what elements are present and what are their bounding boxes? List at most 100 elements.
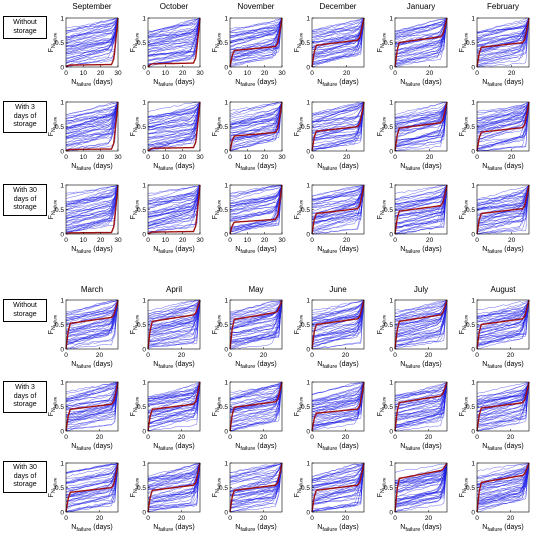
ensemble-curve	[476, 381, 530, 409]
ensemble-curve	[229, 381, 283, 400]
ensemble-curve	[229, 101, 283, 125]
x-tick-label: 10	[244, 154, 252, 161]
highlight-curve	[147, 17, 201, 68]
ensemble-curve	[147, 102, 201, 127]
ensemble-curve	[311, 381, 365, 424]
ensemble-curve	[65, 185, 119, 233]
ensemble-curve	[229, 184, 283, 201]
ensemble-curve	[229, 17, 283, 30]
ensemble-curve	[394, 299, 448, 312]
ensemble-curve	[394, 463, 448, 483]
ensemble-curve	[476, 381, 530, 423]
x-tick-label: 20	[179, 70, 187, 77]
ensemble-curve	[147, 463, 201, 509]
y-tick-label: 0	[60, 149, 64, 156]
ensemble-curve	[476, 102, 530, 129]
ensemble-curve	[311, 382, 365, 420]
ensemble-curve	[311, 101, 365, 134]
ensemble-curve	[394, 462, 448, 497]
ensemble-curve	[65, 184, 119, 206]
ensemble-curve	[311, 102, 365, 124]
ensemble-curve	[476, 101, 530, 120]
y-tick-label: 0.5	[55, 485, 64, 492]
ensemble-curve	[229, 18, 283, 42]
y-tick-label: 0.5	[137, 404, 146, 411]
y-tick-label: 0.5	[219, 40, 228, 47]
ensemble-curve	[229, 463, 283, 492]
subplot-january-row3: 0 0.5 1 0 20 Nfailure (days) FNfailure	[377, 183, 448, 255]
x-tick-label: 0	[475, 237, 479, 244]
highlight-curve	[394, 462, 448, 513]
ensemble-curve	[394, 17, 448, 60]
ensemble-curve	[476, 101, 530, 146]
ensemble-curve	[229, 299, 283, 346]
subplot-april-row3: 0 0.5 1 0 20 Nfailure (days) FNfailure	[130, 461, 201, 533]
ensemble-curve	[147, 462, 201, 482]
ensemble-curve	[65, 102, 119, 137]
subplot-august-row3: 0 0.5 1 0 20 Nfailure (days) FNfailure	[459, 461, 530, 533]
ensemble-curve	[394, 463, 448, 507]
y-tick-label: 0.5	[137, 485, 146, 492]
ensemble-curve	[65, 101, 119, 143]
ensemble-curve	[476, 18, 530, 41]
ensemble-curve	[229, 184, 283, 229]
ensemble-curve	[148, 17, 201, 55]
ensemble-curve	[311, 463, 365, 496]
ensemble-curve	[477, 101, 530, 147]
ensemble-curve	[229, 101, 283, 117]
x-axis-label: Nfailure (days)	[71, 246, 112, 255]
ensemble-curve	[65, 17, 119, 59]
ensemble-curve	[66, 102, 119, 129]
ensemble-curve	[147, 299, 201, 317]
ensemble-curve	[148, 299, 201, 340]
ensemble-curve	[147, 101, 201, 134]
y-tick-label: 0	[142, 510, 146, 517]
y-tick-label: 1	[306, 298, 310, 305]
ensemble-curve	[147, 17, 201, 45]
y-tick-label: 1	[142, 16, 146, 23]
y-tick-label: 0	[60, 347, 64, 354]
ensemble-curve	[394, 463, 448, 500]
ensemble-curve	[147, 463, 201, 512]
x-axis-label: Nfailure (days)	[317, 524, 358, 533]
ensemble-curve	[476, 18, 530, 46]
subplot-february-row3: 0 0.5 1 0 20 Nfailure (days) FNfailure	[459, 183, 530, 255]
x-tick-label: 10	[162, 237, 170, 244]
ensemble-curve	[65, 463, 119, 512]
month-title: January	[407, 2, 435, 11]
y-tick-label: 0	[142, 429, 146, 436]
ensemble-curve	[229, 101, 283, 134]
ensemble-curve	[394, 299, 448, 348]
ensemble-curve	[311, 184, 365, 196]
y-tick-label: 0.5	[466, 40, 475, 47]
y-tick-label: 0	[224, 232, 228, 239]
y-tick-label: 1	[224, 100, 228, 107]
y-axis-label: FNfailure	[212, 199, 222, 219]
x-tick-label: 0	[228, 154, 232, 161]
ensemble-curve	[476, 185, 530, 210]
y-axis-label: FNfailure	[294, 32, 304, 52]
y-tick-label: 0	[142, 65, 146, 72]
ensemble-curve	[311, 382, 365, 410]
ensemble-curve	[312, 299, 365, 321]
ensemble-curve	[394, 300, 448, 331]
row-label-line: With 30	[13, 464, 37, 471]
y-tick-label: 1	[60, 100, 64, 107]
ensemble-curve	[65, 463, 119, 502]
ensemble-curve	[311, 101, 365, 126]
ensemble-curve	[394, 382, 448, 432]
x-tick-label: 10	[80, 237, 88, 244]
ensemble-curve	[394, 185, 448, 218]
ensemble-curve	[476, 185, 530, 206]
y-tick-label: 0.5	[55, 322, 64, 329]
ensemble-curve	[147, 102, 201, 134]
ensemble-curve	[394, 184, 448, 194]
ensemble-curve	[476, 299, 530, 321]
x-tick-label: 10	[80, 154, 88, 161]
ensemble-curve	[311, 299, 365, 324]
ensemble-curve	[65, 462, 119, 493]
x-tick-label: 20	[261, 154, 269, 161]
ensemble-curve	[229, 463, 283, 483]
x-tick-label: 10	[162, 70, 170, 77]
x-axis-label: Nfailure (days)	[482, 361, 523, 370]
